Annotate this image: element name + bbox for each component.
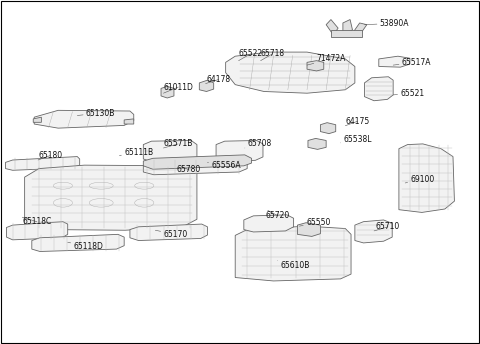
Polygon shape [6,222,68,240]
Polygon shape [216,140,263,161]
Text: 64175: 64175 [345,117,370,126]
Text: 65118C: 65118C [22,217,51,226]
Polygon shape [130,224,207,240]
Polygon shape [343,20,352,35]
Text: 65720: 65720 [266,211,290,221]
Polygon shape [199,80,214,92]
Text: 65130B: 65130B [77,109,115,118]
Text: 65180: 65180 [38,151,62,160]
Polygon shape [307,61,324,71]
Polygon shape [379,56,410,67]
Text: 65718: 65718 [261,49,285,61]
Text: 65118D: 65118D [68,242,103,251]
Text: 65556A: 65556A [207,161,241,170]
Text: 65111B: 65111B [120,148,153,157]
Polygon shape [321,123,336,133]
Text: 61011D: 61011D [163,83,193,93]
Text: 53890A: 53890A [364,19,409,28]
Text: 65710: 65710 [374,222,400,231]
Polygon shape [355,220,392,243]
Text: 65571B: 65571B [163,139,193,148]
Polygon shape [244,215,294,232]
Polygon shape [144,140,197,162]
Text: 69100: 69100 [405,175,434,184]
Polygon shape [226,52,355,93]
Text: 71472A: 71472A [307,54,346,65]
Polygon shape [33,117,41,122]
Text: 65522: 65522 [239,49,263,61]
Polygon shape [331,30,362,37]
Text: 65708: 65708 [245,139,272,148]
Text: 65170: 65170 [156,230,188,239]
Text: 65517A: 65517A [393,58,431,67]
Text: 64178: 64178 [205,75,230,84]
Text: 65780: 65780 [177,165,201,174]
Polygon shape [298,223,321,236]
Text: 65538L: 65538L [340,135,372,143]
Polygon shape [161,86,174,98]
Text: 65521: 65521 [393,89,424,98]
Polygon shape [34,110,134,128]
Text: 65550: 65550 [300,218,330,227]
Polygon shape [399,144,455,213]
Polygon shape [352,23,367,35]
Polygon shape [308,138,326,149]
Polygon shape [5,157,80,170]
Polygon shape [24,165,197,230]
Polygon shape [32,234,124,251]
Text: 65610B: 65610B [277,260,310,270]
Polygon shape [124,119,134,124]
Polygon shape [364,77,393,101]
Polygon shape [326,20,338,35]
Polygon shape [235,226,351,281]
Polygon shape [144,155,252,169]
Polygon shape [144,159,247,175]
